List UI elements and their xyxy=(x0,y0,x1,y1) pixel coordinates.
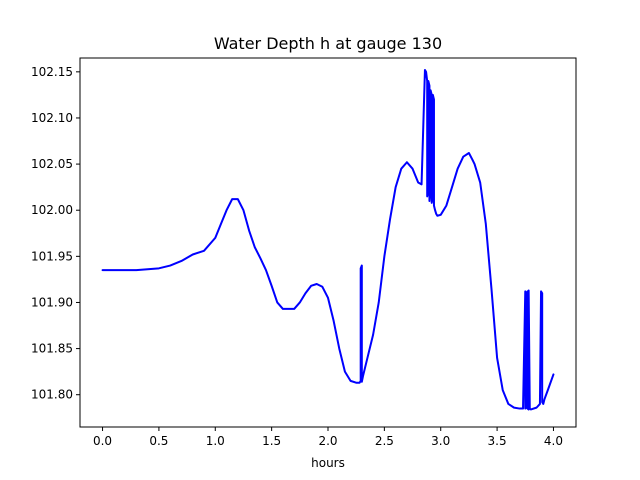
x-tick-label: 2.5 xyxy=(375,434,394,448)
y-axis: 101.80 101.85 101.90 101.95 102.00 102.05 102.… xyxy=(31,65,80,402)
x-tick-label: 3.0 xyxy=(431,434,450,448)
x-axis: 0.0 0.5 1.0 1.5 2.0 2.5 3.0 3.5 4.0 xyxy=(93,427,563,448)
y-tick-label: 102.05 xyxy=(31,157,73,171)
x-tick-label: 1.5 xyxy=(262,434,281,448)
y-tick-label: 102.15 xyxy=(31,65,73,79)
chart-title: Water Depth h at gauge 130 xyxy=(214,34,442,53)
x-tick-label: 4.0 xyxy=(544,434,563,448)
y-tick-label: 101.85 xyxy=(31,342,73,356)
x-tick-label: 1.0 xyxy=(206,434,225,448)
x-tick-label: 2.0 xyxy=(318,434,337,448)
x-tick-label: 3.5 xyxy=(488,434,507,448)
y-tick-label: 101.90 xyxy=(31,295,73,309)
y-tick-label: 101.80 xyxy=(31,388,73,402)
series-layer xyxy=(101,68,555,411)
y-tick-label: 101.95 xyxy=(31,249,73,263)
x-tick-label: 0.5 xyxy=(149,434,168,448)
x-axis-label: hours xyxy=(311,456,345,470)
y-tick-label: 102.00 xyxy=(31,203,73,217)
y-tick-label: 102.10 xyxy=(31,111,73,125)
x-tick-label: 0.0 xyxy=(93,434,112,448)
series-line-0 xyxy=(101,68,555,411)
